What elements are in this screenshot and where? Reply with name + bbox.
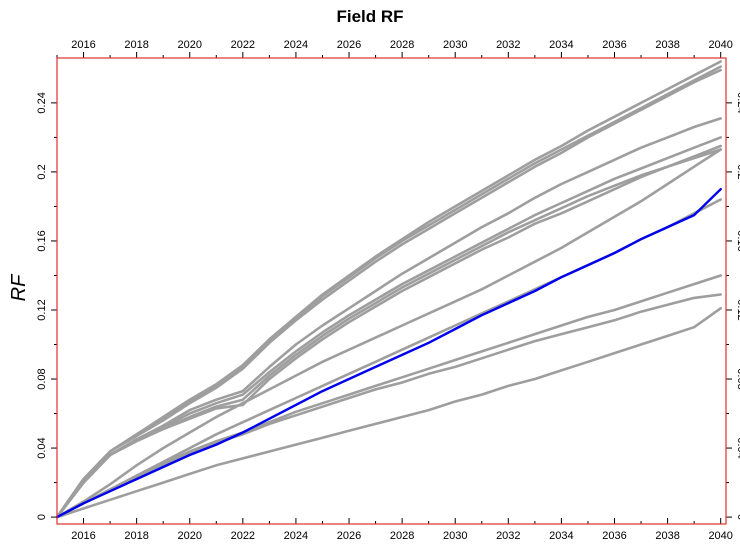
x-top-tick-label: 2020	[177, 39, 201, 51]
x-bottom-tick-label: 2034	[549, 530, 573, 542]
series-line-1	[55, 68, 723, 519]
series-line-10	[55, 293, 723, 519]
y-right-tick-label: 0.2	[735, 164, 740, 179]
series-line-0	[55, 65, 723, 519]
series-line-4	[55, 136, 723, 519]
x-top-tick-label: 2022	[231, 39, 255, 51]
y-right-tick-label: 0.24	[735, 92, 740, 113]
y-axis-label: RF	[8, 273, 30, 301]
x-top-tick-label: 2036	[602, 39, 626, 51]
series-line-3	[55, 117, 723, 519]
y-left-tick-label: 0.16	[36, 230, 48, 251]
x-bottom-tick-label: 2018	[124, 530, 148, 542]
y-right-tick-label: 0.16	[735, 230, 740, 251]
x-top-tick-label: 2032	[496, 39, 520, 51]
x-top-tick-label: 2016	[71, 39, 95, 51]
y-right-tick-label: 0	[735, 514, 740, 520]
x-bottom-tick-label: 2024	[284, 530, 308, 542]
x-bottom-tick-label: 2016	[71, 530, 95, 542]
x-axis-top: 2016 2018 2020 2022 2024 2026 2028 2030 2032 2034…	[56, 39, 733, 58]
y-right-tick-label: 0.04	[735, 437, 740, 458]
y-right-tick-label: 0.08	[735, 368, 740, 389]
x-top-tick-label: 2034	[549, 39, 573, 51]
y-left-tick-label: 0.04	[36, 437, 48, 458]
x-axis-bottom: 2016 2018 2020 2022 2024 2026 2028 2030 2032 2034…	[56, 518, 733, 542]
x-top-tick-label: 2040	[708, 39, 732, 51]
x-bottom-tick-label: 2040	[708, 530, 732, 542]
series-line-2	[55, 60, 723, 519]
x-bottom-tick-label: 2032	[496, 530, 520, 542]
y-left-tick-label: 0.24	[36, 92, 48, 113]
x-top-tick-label: 2030	[443, 39, 467, 51]
series-line-6	[55, 144, 723, 519]
y-axis-left: 0 0.04 0.08 0.12 0.16 0.2 0.24	[36, 92, 57, 520]
x-bottom-tick-label: 2022	[231, 530, 255, 542]
x-bottom-tick-label: 2020	[177, 530, 201, 542]
y-left-tick-label: 0.12	[36, 299, 48, 320]
x-bottom-tick-label: 2026	[337, 530, 361, 542]
series-line-11	[55, 306, 723, 519]
y-left-tick-label: 0.2	[36, 164, 48, 179]
series-line-highlight	[55, 187, 722, 519]
chart-title: Field RF	[336, 7, 403, 26]
y-axis-right: 0 0.04 0.08 0.12 0.16 0.2 0.24	[726, 92, 740, 520]
x-bottom-tick-label: 2028	[390, 530, 414, 542]
x-top-tick-label: 2028	[390, 39, 414, 51]
x-top-tick-label: 2038	[655, 39, 679, 51]
series-line-5	[55, 148, 723, 519]
x-top-tick-label: 2026	[337, 39, 361, 51]
x-bottom-tick-label: 2036	[602, 530, 626, 542]
y-left-tick-label: 0.08	[36, 368, 48, 389]
y-right-tick-label: 0.12	[735, 299, 740, 320]
y-left-tick-label: 0	[36, 514, 48, 520]
x-top-tick-label: 2018	[124, 39, 148, 51]
series-line-7	[55, 148, 723, 519]
plot-series	[55, 60, 723, 519]
series-line-9	[55, 274, 723, 519]
x-bottom-tick-label: 2030	[443, 530, 467, 542]
x-top-tick-label: 2024	[284, 39, 308, 51]
plot-frame	[56, 57, 727, 525]
x-bottom-tick-label: 2038	[655, 530, 679, 542]
